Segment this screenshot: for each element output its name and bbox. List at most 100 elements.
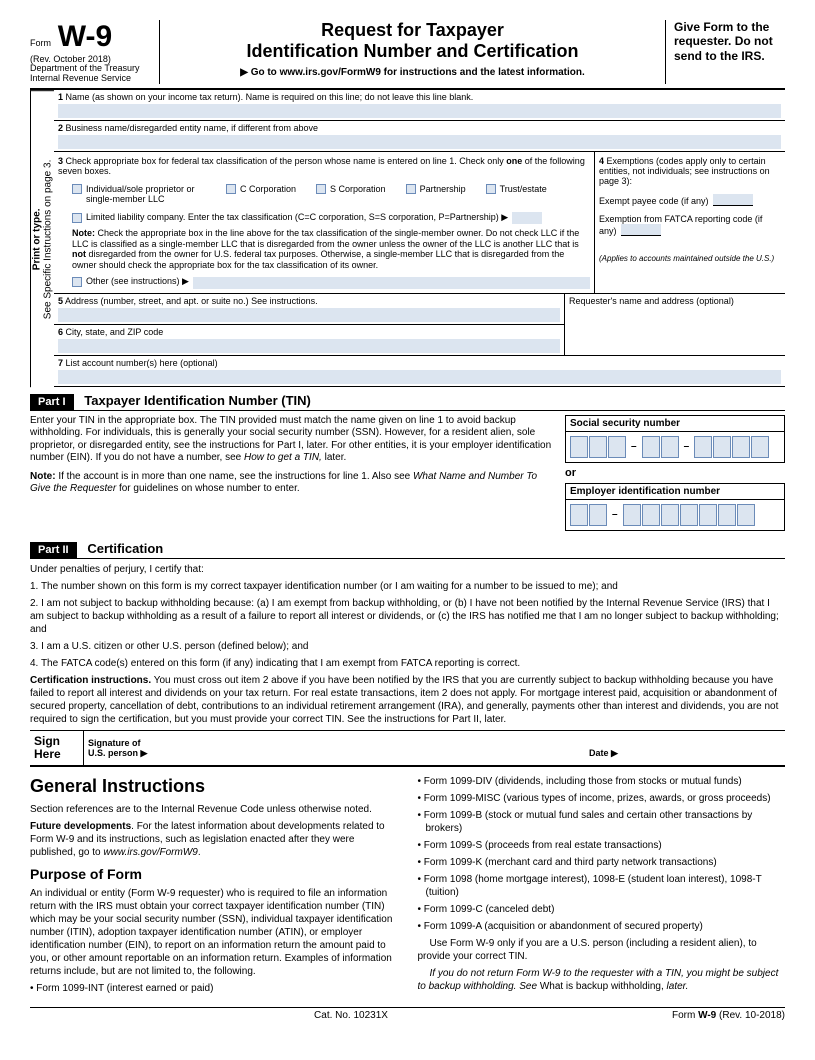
cert-3: 3. I am a U.S. citizen or other U.S. per… xyxy=(30,640,785,653)
fatca-input[interactable] xyxy=(621,224,661,236)
row-5-6-requester: 5 Address (number, street, and apt. or s… xyxy=(54,294,785,356)
exempt-payee-input[interactable] xyxy=(713,194,753,206)
other-input[interactable] xyxy=(193,277,590,289)
checkbox-icon[interactable] xyxy=(226,184,236,194)
side-line2: See Specific Instructions on page 3. xyxy=(43,159,54,319)
date-field[interactable]: Date ▶ xyxy=(585,731,785,765)
llc-class-input[interactable] xyxy=(512,212,542,224)
row4-intro: 4 Exemptions (codes apply only to certai… xyxy=(599,156,781,186)
signature-field[interactable]: Signature of U.S. person ▶ xyxy=(84,731,585,765)
ssn-grid[interactable]: – – xyxy=(565,431,785,463)
part2-badge: Part II xyxy=(30,542,77,558)
inst-p3: An individual or entity (Form W-9 reques… xyxy=(30,887,398,978)
ein-grid[interactable]: – xyxy=(565,499,785,531)
row-7-accounts: 7 List account number(s) here (optional) xyxy=(54,356,785,387)
row-5-address: 5 Address (number, street, and apt. or s… xyxy=(54,294,564,325)
check-individual-label: Individual/sole proprietor or single-mem… xyxy=(86,184,206,204)
classification-checks: Individual/sole proprietor or single-mem… xyxy=(72,184,590,204)
form-title: Request for Taxpayer Identification Numb… xyxy=(170,20,655,61)
bullet-1099misc: Form 1099-MISC (various types of income,… xyxy=(418,792,786,805)
row4-exemptions: 4 Exemptions (codes apply only to certai… xyxy=(595,152,785,293)
row-1-name: 1 Name (as shown on your income tax retu… xyxy=(54,90,785,121)
header-left: Form W-9 (Rev. October 2018) Department … xyxy=(30,20,160,84)
address-input[interactable] xyxy=(58,308,560,322)
form-subtitle: ▶ Go to www.irs.gov/FormW9 for instructi… xyxy=(170,67,655,78)
cert-intro: Under penalties of perjury, I certify th… xyxy=(30,563,785,576)
name-input[interactable] xyxy=(58,104,781,118)
date-label: Date ▶ xyxy=(589,748,618,759)
checkbox-icon[interactable] xyxy=(486,184,496,194)
check-partnership[interactable]: Partnership xyxy=(406,184,466,194)
instructions-col-right: Form 1099-DIV (dividends, including thos… xyxy=(418,775,786,999)
purpose-heading: Purpose of Form xyxy=(30,865,398,883)
row6-label: 6 City, state, and ZIP code xyxy=(58,327,560,337)
check-scorp-label: S Corporation xyxy=(330,184,386,194)
check-trust[interactable]: Trust/estate xyxy=(486,184,547,194)
row-6-city: 6 City, state, and ZIP code xyxy=(54,325,564,356)
check-ccorp[interactable]: C Corporation xyxy=(226,184,296,194)
checkbox-icon[interactable] xyxy=(72,213,82,223)
main-fields: Print or type. See Specific Instructions… xyxy=(30,90,785,387)
check-other[interactable]: Other (see instructions) ▶ xyxy=(72,275,590,289)
inst-p4: Use Form W-9 only if you are a U.S. pers… xyxy=(418,937,786,963)
part1-text: Enter your TIN in the appropriate box. T… xyxy=(30,415,553,531)
row-2-business: 2 Business name/disregarded entity name,… xyxy=(54,121,785,152)
requester-label: Requester's name and address (optional) xyxy=(569,296,781,306)
cat-number: Cat. No. 10231X xyxy=(314,1010,388,1021)
checkbox-icon[interactable] xyxy=(406,184,416,194)
cert-4: 4. The FATCA code(s) entered on this for… xyxy=(30,657,785,670)
signature-label: Signature of U.S. person ▶ xyxy=(88,738,147,759)
bullet-1099b: Form 1099-B (stock or mutual fund sales … xyxy=(418,809,786,835)
llc-label: Limited liability company. Enter the tax… xyxy=(86,212,508,223)
inst-p5: If you do not return Form W-9 to the req… xyxy=(418,967,786,993)
accounts-input[interactable] xyxy=(58,370,781,384)
business-input[interactable] xyxy=(58,135,781,149)
check-trust-label: Trust/estate xyxy=(500,184,547,194)
sign-row: Sign Here Signature of U.S. person ▶ Dat… xyxy=(30,730,785,767)
header-center: Request for Taxpayer Identification Numb… xyxy=(160,20,665,84)
bullet-1099int: Form 1099-INT (interest earned or paid) xyxy=(30,982,398,995)
part2-title: Certification xyxy=(87,541,163,556)
part1-p1: Enter your TIN in the appropriate box. T… xyxy=(30,415,553,465)
cert-1: 1. The number shown on this form is my c… xyxy=(30,580,785,593)
ssn-label: Social security number xyxy=(565,415,785,431)
part2-header-row: Part II Certification xyxy=(30,541,785,559)
checkbox-icon[interactable] xyxy=(72,184,82,194)
cert-2: 2. I am not subject to backup withholdin… xyxy=(30,597,785,636)
bullet-1099a: Form 1099-A (acquisition or abandonment … xyxy=(418,920,786,933)
row2-label: 2 Business name/disregarded entity name,… xyxy=(58,123,781,133)
check-partnership-label: Partnership xyxy=(420,184,466,194)
check-scorp[interactable]: S Corporation xyxy=(316,184,386,194)
part1-title: Taxpayer Identification Number (TIN) xyxy=(84,393,311,408)
bullet-1099div: Form 1099-DIV (dividends, including thos… xyxy=(418,775,786,788)
or-label: or xyxy=(565,467,785,479)
instructions: General Instructions Section references … xyxy=(30,775,785,999)
part1-body: Enter your TIN in the appropriate box. T… xyxy=(30,411,785,535)
side-instructions: Print or type. See Specific Instructions… xyxy=(30,90,54,387)
form-number: W-9 xyxy=(58,20,112,54)
inst-p1: Section references are to the Internal R… xyxy=(30,803,398,816)
part1-p2: Note: If the account is in more than one… xyxy=(30,471,553,496)
part1-header-row: Part I Taxpayer Identification Number (T… xyxy=(30,393,785,411)
other-label: Other (see instructions) ▶ xyxy=(86,276,189,287)
footer: Cat. No. 10231X Form W-9 (Rev. 10-2018) xyxy=(30,1007,785,1021)
ein-label: Employer identification number xyxy=(565,483,785,499)
check-individual[interactable]: Individual/sole proprietor or single-mem… xyxy=(72,184,206,204)
instructions-col-left: General Instructions Section references … xyxy=(30,775,398,999)
form-label: Form xyxy=(30,38,51,48)
checkbox-icon[interactable] xyxy=(316,184,326,194)
address-block: 5 Address (number, street, and apt. or s… xyxy=(54,294,565,356)
row1-label: 1 Name (as shown on your income tax retu… xyxy=(58,92,781,102)
bullet-1099s: Form 1099-S (proceeds from real estate t… xyxy=(418,839,786,852)
cert-instructions: Certification instructions. You must cro… xyxy=(30,674,785,726)
row3-classification: 3 Check appropriate box for federal tax … xyxy=(54,152,595,293)
form-header: Form W-9 (Rev. October 2018) Department … xyxy=(30,20,785,90)
header-right-note: Give Form to the requester. Do not send … xyxy=(665,20,785,84)
city-input[interactable] xyxy=(58,339,560,353)
fields-column: 1 Name (as shown on your income tax retu… xyxy=(54,90,785,387)
checkbox-icon[interactable] xyxy=(72,277,82,287)
row3-intro: 3 Check appropriate box for federal tax … xyxy=(58,156,590,176)
row5-label: 5 Address (number, street, and apt. or s… xyxy=(58,296,560,306)
inst-p2: Future developments. For the latest info… xyxy=(30,820,398,859)
check-llc[interactable]: Limited liability company. Enter the tax… xyxy=(72,212,590,224)
